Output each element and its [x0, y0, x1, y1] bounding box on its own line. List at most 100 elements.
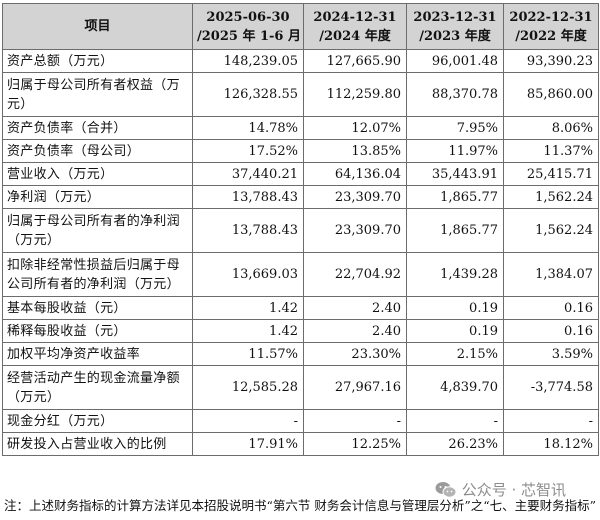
header-line2: /2023 年度	[419, 28, 491, 44]
cell-value: 2.40	[303, 319, 407, 343]
row-label: 经营活动产生的现金流量净额（万元）	[2, 365, 193, 410]
cell-value: 23,309.70	[303, 208, 407, 253]
cell-value: 96,001.48	[406, 49, 504, 73]
cell-value: 11.37%	[503, 139, 599, 163]
header-period-2023: 2023-12-31 /2023 年度	[406, 3, 504, 50]
header-line2: /2024 年度	[319, 28, 391, 44]
table-row: 经营活动产生的现金流量净额（万元） 12,585.28 27,967.16 4,…	[2, 365, 599, 410]
cell-value: 85,860.00	[503, 72, 599, 117]
cell-value: 93,390.23	[503, 49, 599, 73]
row-label: 营业收入（万元）	[2, 162, 193, 186]
cell-value: 7.95%	[406, 116, 504, 140]
table-row: 归属于母公司所有者权益（万元） 126,328.55 112,259.80 88…	[2, 72, 599, 117]
cell-value: 27,967.16	[303, 365, 407, 410]
row-label: 归属于母公司所有者的净利润（万元）	[2, 208, 193, 253]
row-label: 资产负债率（合并）	[2, 116, 193, 140]
cell-value: 12.07%	[303, 116, 407, 140]
cell-value: 1.42	[192, 296, 304, 320]
cell-value: 1.42	[192, 319, 304, 343]
cell-value: -	[192, 409, 304, 433]
cell-value: 112,259.80	[303, 72, 407, 117]
cell-value: 126,328.55	[192, 72, 304, 117]
table-header-row: 项目 2025-06-30 /2025 年 1-6 月 2024-12-31 /…	[2, 3, 599, 50]
cell-value: 88,370.78	[406, 72, 504, 117]
row-label: 研发投入占营业收入的比例	[2, 432, 193, 456]
cell-value: 18.12%	[503, 432, 599, 456]
table-row: 资产总额（万元） 148,239.05 127,665.90 96,001.48…	[2, 49, 599, 73]
cell-value: 1,384.07	[503, 252, 599, 297]
cell-value: 1,865.77	[406, 185, 504, 209]
header-line1: 2022-12-31	[509, 9, 593, 25]
cell-value: 0.19	[406, 296, 504, 320]
financial-indicators-table: 项目 2025-06-30 /2025 年 1-6 月 2024-12-31 /…	[2, 3, 599, 456]
cell-value: 3.59%	[503, 342, 599, 366]
cell-value: 0.16	[503, 296, 599, 320]
header-line2: /2025 年 1-6 月	[197, 28, 301, 44]
cell-value: 13,788.43	[192, 185, 304, 209]
cell-value: 2.40	[303, 296, 407, 320]
table-row: 研发投入占营业收入的比例 17.91% 12.25% 26.23% 18.12%	[2, 432, 599, 456]
financial-table-container: 项目 2025-06-30 /2025 年 1-6 月 2024-12-31 /…	[2, 3, 599, 456]
cell-value: 12.25%	[303, 432, 407, 456]
cell-value: 0.19	[406, 319, 504, 343]
cell-value: 1,439.28	[406, 252, 504, 297]
header-item: 项目	[2, 3, 193, 50]
row-label: 净利润（万元）	[2, 185, 193, 209]
cell-value: 37,440.21	[192, 162, 304, 186]
header-period-2022: 2022-12-31 /2022 年度	[503, 3, 599, 50]
cell-value: 127,665.90	[303, 49, 407, 73]
cell-value: 8.06%	[503, 116, 599, 140]
cell-value: -3,774.58	[503, 365, 599, 410]
table-row: 加权平均净资产收益率 11.57% 23.30% 2.15% 3.59%	[2, 342, 599, 366]
cell-value: 1,562.24	[503, 185, 599, 209]
table-row: 稀释每股收益（元） 1.42 2.40 0.19 0.16	[2, 319, 599, 343]
row-label: 扣除非经常性损益后归属于母公司所有者的净利润（万元）	[2, 252, 193, 297]
table-row: 基本每股收益（元） 1.42 2.40 0.19 0.16	[2, 296, 599, 320]
header-line1: 2025-06-30	[206, 9, 290, 25]
wechat-icon	[435, 481, 457, 499]
cell-value: 17.52%	[192, 139, 304, 163]
cell-value: 1,865.77	[406, 208, 504, 253]
header-period-2024: 2024-12-31 /2024 年度	[303, 3, 407, 50]
table-row: 资产负债率（母公司） 17.52% 13.85% 11.97% 11.37%	[2, 139, 599, 163]
cell-value: 17.91%	[192, 432, 304, 456]
row-label: 稀释每股收益（元）	[2, 319, 193, 343]
row-label: 加权平均净资产收益率	[2, 342, 193, 366]
cell-value: 2.15%	[406, 342, 504, 366]
cell-value: 11.57%	[192, 342, 304, 366]
cell-value: 23.30%	[303, 342, 407, 366]
cell-value: -	[503, 409, 599, 433]
cell-value: 12,585.28	[192, 365, 304, 410]
row-label: 基本每股收益（元）	[2, 296, 193, 320]
row-label: 资产总额（万元）	[2, 49, 193, 73]
cell-value: 13,788.43	[192, 208, 304, 253]
watermark-text: 公众号 · 芯智讯	[461, 481, 566, 499]
cell-value: 25,415.71	[503, 162, 599, 186]
cell-value: -	[406, 409, 504, 433]
cell-value: 13,669.03	[192, 252, 304, 297]
cell-value: 4,839.70	[406, 365, 504, 410]
cell-value: 14.78%	[192, 116, 304, 140]
header-line2: /2022 年度	[515, 28, 587, 44]
header-period-2025h1: 2025-06-30 /2025 年 1-6 月	[192, 3, 304, 50]
table-row: 扣除非经常性损益后归属于母公司所有者的净利润（万元） 13,669.03 22,…	[2, 252, 599, 297]
footnote: 注：上述财务指标的计算方法详见本招股说明书“第六节 财务会计信息与管理层分析”之…	[4, 498, 597, 513]
header-line1: 2023-12-31	[413, 9, 497, 25]
table-row: 净利润（万元） 13,788.43 23,309.70 1,865.77 1,5…	[2, 185, 599, 209]
row-label: 归属于母公司所有者权益（万元）	[2, 72, 193, 117]
watermark: 公众号 · 芯智讯	[435, 479, 566, 500]
table-row: 归属于母公司所有者的净利润（万元） 13,788.43 23,309.70 1,…	[2, 208, 599, 253]
cell-value: 22,704.92	[303, 252, 407, 297]
cell-value: -	[303, 409, 407, 433]
cell-value: 148,239.05	[192, 49, 304, 73]
row-label: 资产负债率（母公司）	[2, 139, 193, 163]
cell-value: 26.23%	[406, 432, 504, 456]
cell-value: 23,309.70	[303, 185, 407, 209]
table-row: 资产负债率（合并） 14.78% 12.07% 7.95% 8.06%	[2, 116, 599, 140]
cell-value: 13.85%	[303, 139, 407, 163]
cell-value: 11.97%	[406, 139, 504, 163]
cell-value: 35,443.91	[406, 162, 504, 186]
table-row: 现金分红（万元） - - - -	[2, 409, 599, 433]
row-label: 现金分红（万元）	[2, 409, 193, 433]
cell-value: 1,562.24	[503, 208, 599, 253]
